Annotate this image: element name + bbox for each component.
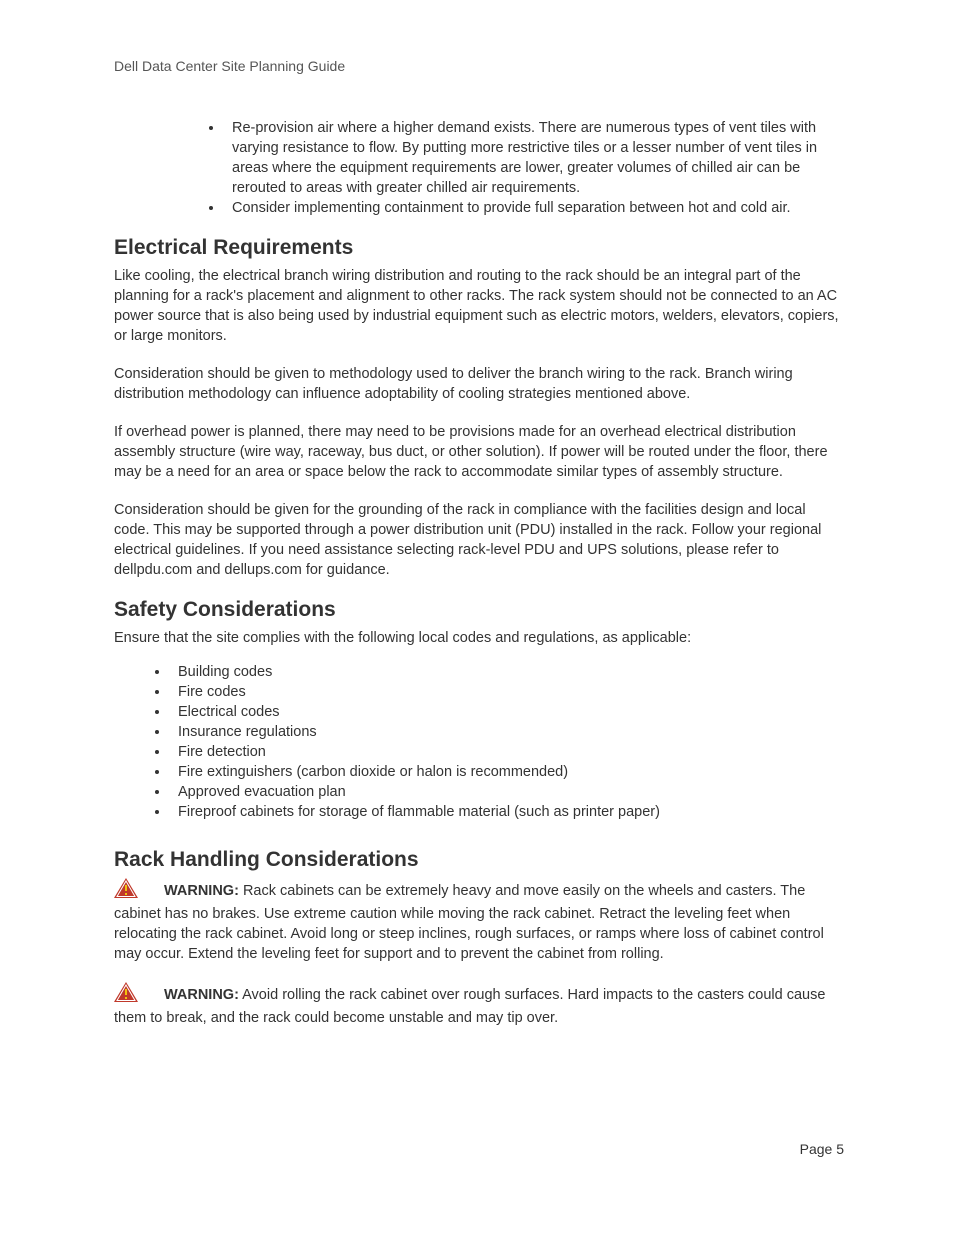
- warning-label: WARNING:: [164, 883, 239, 899]
- section-heading-electrical: Electrical Requirements: [114, 236, 844, 260]
- list-item: Fireproof cabinets for storage of flamma…: [170, 802, 844, 822]
- list-item: Re-provision air where a higher demand e…: [224, 118, 844, 198]
- list-item: Insurance regulations: [170, 722, 844, 742]
- warning-icon: [114, 878, 138, 904]
- list-item: Fire codes: [170, 682, 844, 702]
- list-item: Consider implementing containment to pro…: [224, 198, 844, 218]
- section-heading-rack: Rack Handling Considerations: [114, 848, 844, 872]
- body-paragraph: Like cooling, the electrical branch wiri…: [114, 266, 844, 346]
- list-item: Fire extinguishers (carbon dioxide or ha…: [170, 762, 844, 782]
- warning-block: WARNING: Rack cabinets can be extremely …: [114, 878, 844, 964]
- warning-icon: [114, 982, 138, 1008]
- section-heading-safety: Safety Considerations: [114, 598, 844, 622]
- list-item: Building codes: [170, 662, 844, 682]
- list-item: Approved evacuation plan: [170, 782, 844, 802]
- body-paragraph: Consideration should be given to methodo…: [114, 364, 844, 404]
- list-item: Fire detection: [170, 742, 844, 762]
- body-paragraph: Ensure that the site complies with the f…: [114, 628, 844, 648]
- page-header: Dell Data Center Site Planning Guide: [114, 58, 844, 74]
- list-item: Electrical codes: [170, 702, 844, 722]
- body-paragraph: If overhead power is planned, there may …: [114, 422, 844, 482]
- warning-label: WARNING:: [164, 987, 239, 1003]
- intro-bullet-list: Re-provision air where a higher demand e…: [114, 118, 844, 218]
- safety-bullet-list: Building codes Fire codes Electrical cod…: [114, 662, 844, 822]
- warning-block: WARNING: Avoid rolling the rack cabinet …: [114, 982, 844, 1028]
- document-page: Dell Data Center Site Planning Guide Re-…: [0, 0, 954, 1235]
- page-footer: Page 5: [800, 1141, 844, 1157]
- body-paragraph: Consideration should be given for the gr…: [114, 500, 844, 580]
